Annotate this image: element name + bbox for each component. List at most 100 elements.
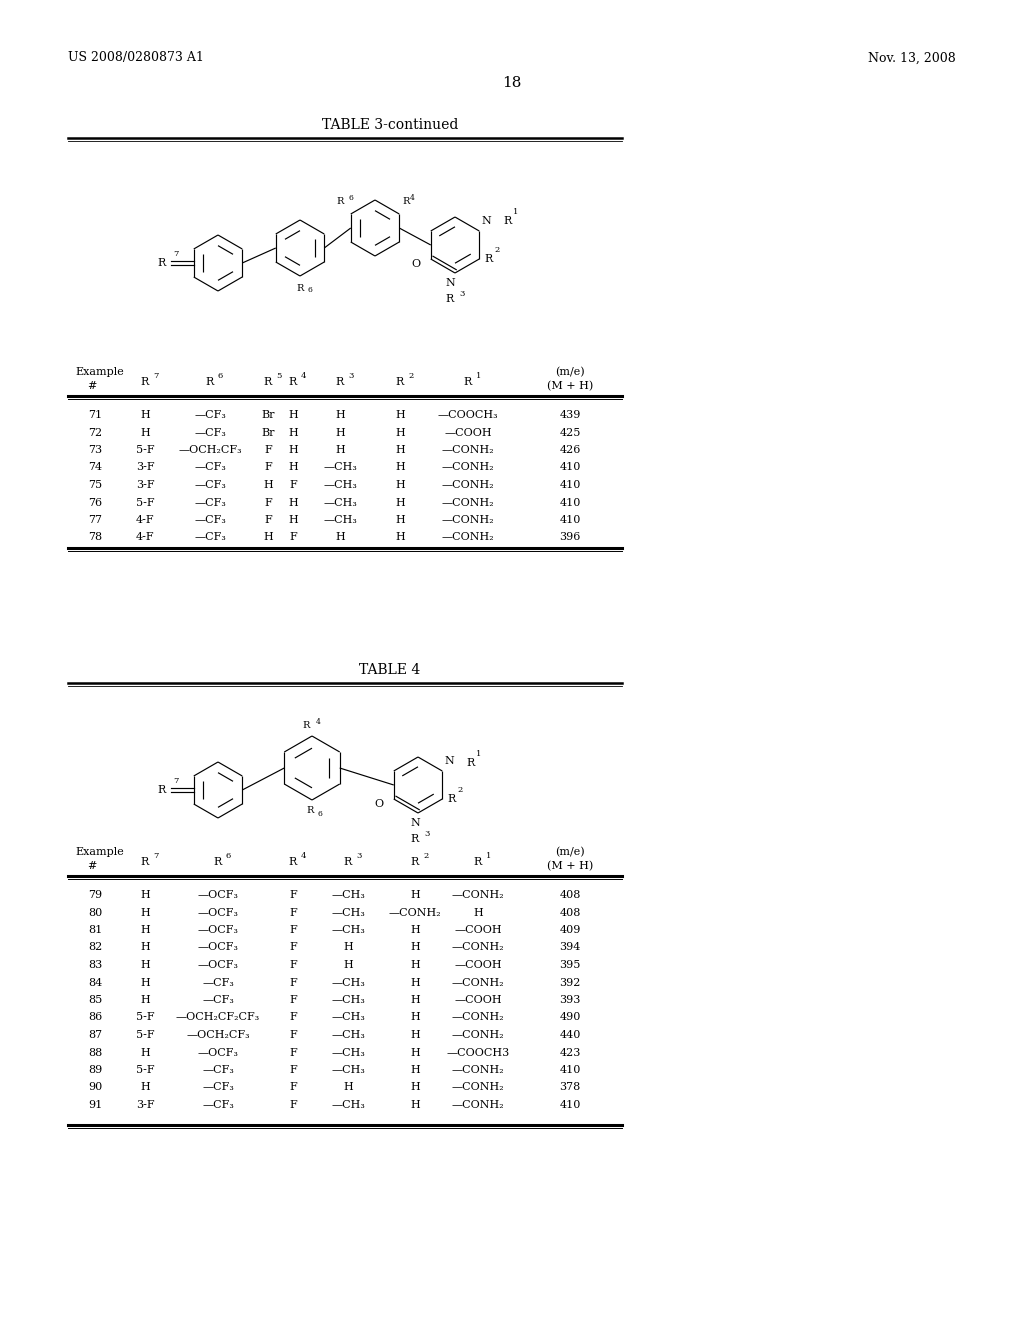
Text: H: H <box>395 462 404 473</box>
Text: R: R <box>289 378 297 387</box>
Text: N: N <box>481 216 490 226</box>
Text: —CONH₂: —CONH₂ <box>389 908 441 917</box>
Text: —CH₃: —CH₃ <box>331 1012 365 1023</box>
Text: 83: 83 <box>88 960 102 970</box>
Text: 6: 6 <box>226 851 231 861</box>
Text: R: R <box>447 795 456 804</box>
Text: —CF₃: —CF₃ <box>195 498 226 507</box>
Text: F: F <box>289 1012 297 1023</box>
Text: R: R <box>206 378 214 387</box>
Text: —CONH₂: —CONH₂ <box>452 1100 504 1110</box>
Text: H: H <box>335 532 345 543</box>
Text: —OCF₃: —OCF₃ <box>198 1048 239 1057</box>
Text: H: H <box>140 908 150 917</box>
Text: 90: 90 <box>88 1082 102 1093</box>
Text: —CF₃: —CF₃ <box>195 480 226 490</box>
Text: 5: 5 <box>276 372 282 380</box>
Text: —CF₃: —CF₃ <box>195 411 226 420</box>
Text: H: H <box>411 1030 420 1040</box>
Text: H: H <box>140 978 150 987</box>
Text: H: H <box>288 498 298 507</box>
Text: R: R <box>141 857 150 867</box>
Text: H: H <box>140 1048 150 1057</box>
Text: F: F <box>264 498 272 507</box>
Text: H: H <box>140 925 150 935</box>
Text: H: H <box>263 480 272 490</box>
Text: R: R <box>464 378 472 387</box>
Text: H: H <box>411 1100 420 1110</box>
Text: 408: 408 <box>559 890 581 900</box>
Text: H: H <box>411 1065 420 1074</box>
Text: R: R <box>141 378 150 387</box>
Text: H: H <box>343 1082 353 1093</box>
Text: —CF₃: —CF₃ <box>202 995 233 1005</box>
Text: R: R <box>264 378 272 387</box>
Text: H: H <box>140 995 150 1005</box>
Text: 5-F: 5-F <box>136 498 155 507</box>
Text: 7: 7 <box>173 777 178 785</box>
Text: 3: 3 <box>348 372 353 380</box>
Text: —OCH₂CF₃: —OCH₂CF₃ <box>186 1030 250 1040</box>
Text: 18: 18 <box>503 77 521 90</box>
Text: 409: 409 <box>559 925 581 935</box>
Text: 7: 7 <box>173 249 178 257</box>
Text: H: H <box>288 462 298 473</box>
Text: H: H <box>288 445 298 455</box>
Text: R: R <box>411 834 419 843</box>
Text: 77: 77 <box>88 515 102 525</box>
Text: 80: 80 <box>88 908 102 917</box>
Text: H: H <box>411 978 420 987</box>
Text: 4: 4 <box>301 851 306 861</box>
Text: H: H <box>288 515 298 525</box>
Text: H: H <box>140 411 150 420</box>
Text: —CF₃: —CF₃ <box>195 428 226 437</box>
Text: 73: 73 <box>88 445 102 455</box>
Text: R: R <box>336 197 344 206</box>
Text: R: R <box>474 857 482 867</box>
Text: 2: 2 <box>408 372 414 380</box>
Text: 86: 86 <box>88 1012 102 1023</box>
Text: R: R <box>296 284 304 293</box>
Text: R: R <box>396 378 404 387</box>
Text: F: F <box>289 1030 297 1040</box>
Text: F: F <box>289 532 297 543</box>
Text: 410: 410 <box>559 1100 581 1110</box>
Text: 410: 410 <box>559 1065 581 1074</box>
Text: H: H <box>343 960 353 970</box>
Text: —COOH: —COOH <box>455 925 502 935</box>
Text: —CH₃: —CH₃ <box>331 925 365 935</box>
Text: 410: 410 <box>559 462 581 473</box>
Text: —CONH₂: —CONH₂ <box>441 462 495 473</box>
Text: Br: Br <box>261 428 274 437</box>
Text: H: H <box>411 1082 420 1093</box>
Text: 3: 3 <box>459 290 464 298</box>
Text: R: R <box>306 807 313 814</box>
Text: —COOCH₃: —COOCH₃ <box>437 411 499 420</box>
Text: 395: 395 <box>559 960 581 970</box>
Text: US 2008/0280873 A1: US 2008/0280873 A1 <box>68 51 204 65</box>
Text: —CF₃: —CF₃ <box>202 1100 233 1110</box>
Text: F: F <box>289 978 297 987</box>
Text: H: H <box>411 942 420 953</box>
Text: F: F <box>289 925 297 935</box>
Text: F: F <box>289 890 297 900</box>
Text: 426: 426 <box>559 445 581 455</box>
Text: 2: 2 <box>495 246 500 253</box>
Text: 6: 6 <box>349 194 353 202</box>
Text: —CH₃: —CH₃ <box>331 995 365 1005</box>
Text: 393: 393 <box>559 995 581 1005</box>
Text: F: F <box>264 462 272 473</box>
Text: R: R <box>344 857 352 867</box>
Text: —COOH: —COOH <box>455 995 502 1005</box>
Text: R: R <box>484 253 493 264</box>
Text: H: H <box>411 1012 420 1023</box>
Text: R: R <box>158 785 166 795</box>
Text: 3: 3 <box>424 830 429 838</box>
Text: 396: 396 <box>559 532 581 543</box>
Text: 5-F: 5-F <box>136 1030 155 1040</box>
Text: 410: 410 <box>559 498 581 507</box>
Text: F: F <box>264 445 272 455</box>
Text: H: H <box>395 411 404 420</box>
Text: 7: 7 <box>153 851 159 861</box>
Text: —OCF₃: —OCF₃ <box>198 942 239 953</box>
